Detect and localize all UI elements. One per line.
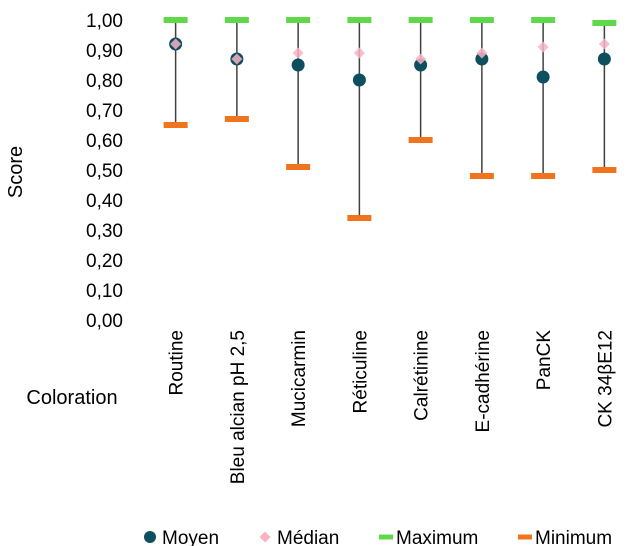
y-axis-title: Score xyxy=(5,146,27,198)
y-tick-label: 0,40 xyxy=(86,191,123,212)
y-tick-label: 0,00 xyxy=(86,311,123,332)
minimum-marker xyxy=(163,122,188,128)
maximum-marker xyxy=(347,17,372,23)
maximum-marker xyxy=(286,17,311,23)
minimum-marker xyxy=(469,173,494,179)
legend-marker-moyen xyxy=(144,531,156,543)
x-tick-label: E-cadhérine xyxy=(473,330,494,432)
x-tick-label: Routine xyxy=(167,330,188,396)
legend-marker-maximum xyxy=(379,534,393,540)
y-tick-label: 0,70 xyxy=(86,101,123,122)
median-point xyxy=(353,47,365,59)
legend-label: Médian xyxy=(277,528,339,546)
y-tick-label: 0,60 xyxy=(86,131,123,152)
x-axis-title: Coloration xyxy=(26,387,117,409)
minimum-marker xyxy=(347,215,372,221)
y-tick-label: 0,50 xyxy=(86,161,123,182)
maximum-marker xyxy=(224,17,249,23)
y-tick-label: 1,00 xyxy=(86,11,123,32)
median-point xyxy=(476,47,488,59)
y-tick-label: 0,90 xyxy=(86,41,123,62)
mean-point xyxy=(414,58,428,72)
x-tick-label: Calrétinine xyxy=(412,330,433,421)
legend-marker-median xyxy=(259,531,271,543)
y-tick-label: 0,10 xyxy=(86,281,123,302)
median-point xyxy=(292,47,304,59)
minimum-marker xyxy=(592,167,617,173)
median-point xyxy=(231,53,243,65)
x-tick-label: CK 34βE12 xyxy=(595,330,616,428)
maximum-marker xyxy=(531,17,556,23)
median-point xyxy=(598,38,610,50)
mean-point xyxy=(536,70,550,84)
minimum-marker xyxy=(224,116,249,122)
median-point xyxy=(537,41,549,53)
mean-point xyxy=(291,58,305,72)
x-tick-label: PanCK xyxy=(534,330,555,391)
minimum-marker xyxy=(286,164,311,170)
maximum-marker xyxy=(592,20,617,26)
median-point xyxy=(170,38,182,50)
minimum-marker xyxy=(531,173,556,179)
mean-point xyxy=(352,73,366,87)
legend-marker-minimum xyxy=(518,534,532,540)
mean-point xyxy=(475,52,489,66)
maximum-marker xyxy=(163,17,188,23)
y-tick-label: 0,20 xyxy=(86,251,123,272)
maximum-marker xyxy=(408,17,433,23)
legend: Moyen Médian Maximum Minimum xyxy=(144,528,612,546)
x-tick-label: Mucicarmin xyxy=(289,330,310,427)
x-tick-label: Bleu alcian pH 2,5 xyxy=(228,330,249,484)
legend-label: Moyen xyxy=(162,528,219,546)
legend-label: Minimum xyxy=(535,528,612,546)
legend-label: Maximum xyxy=(396,528,478,546)
plot-area: 0,00 0,10 0,20 0,30 0,40 0,50 0,60 0,70 0,80 0,90… xyxy=(86,11,617,484)
y-tick-label: 0,80 xyxy=(86,71,123,92)
mean-point xyxy=(597,52,611,66)
x-tick-label: Réticuline xyxy=(350,330,371,413)
y-tick-label: 0,30 xyxy=(86,221,123,242)
maximum-marker xyxy=(469,17,494,23)
median-point xyxy=(415,53,427,65)
minimum-marker xyxy=(408,137,433,143)
